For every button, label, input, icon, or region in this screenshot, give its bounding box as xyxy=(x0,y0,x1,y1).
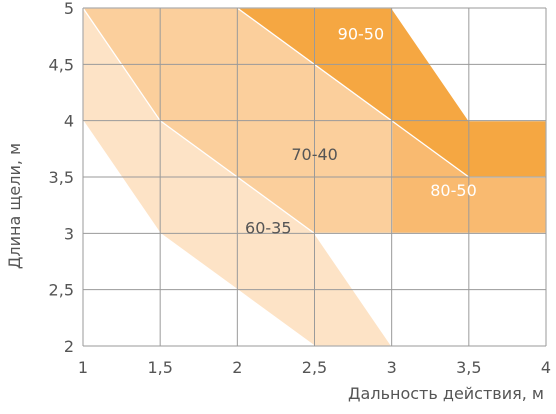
region-label-80-50: 80-50 xyxy=(430,181,477,200)
region-label-90-50: 90-50 xyxy=(338,25,385,44)
y-tick-label-2: 3 xyxy=(64,224,74,243)
y-tick-label-6: 5 xyxy=(64,0,74,18)
x-tick-label-0: 1 xyxy=(78,358,88,377)
y-tick-label-3: 3,5 xyxy=(49,168,74,187)
y-tick-label-0: 2 xyxy=(64,337,74,356)
axis-ticks: 1 1,5 2 2,5 3 3,5 4 2 2,5 3 3,5 4 4,5 5 xyxy=(49,0,552,377)
y-tick-label-1: 2,5 xyxy=(49,281,74,300)
x-tick-label-6: 4 xyxy=(541,358,551,377)
y-tick-label-5: 4,5 xyxy=(49,55,74,74)
x-tick-label-5: 3,5 xyxy=(456,358,481,377)
x-tick-label-2: 2 xyxy=(232,358,242,377)
y-axis-label: Длина щели, м xyxy=(5,143,24,269)
chart-grid xyxy=(82,7,547,347)
region-label-60-35: 60-35 xyxy=(245,218,291,237)
y-tick-label-4: 4 xyxy=(64,112,74,131)
region-labels: 60-35 70-40 80-50 90-50 xyxy=(245,25,477,238)
region-label-70-40: 70-40 xyxy=(291,145,338,164)
x-tick-label-1: 1,5 xyxy=(147,358,172,377)
x-tick-label-4: 3 xyxy=(387,358,397,377)
x-tick-label-3: 2,5 xyxy=(302,358,327,377)
x-axis-label: Дальность действия, м xyxy=(348,384,544,403)
